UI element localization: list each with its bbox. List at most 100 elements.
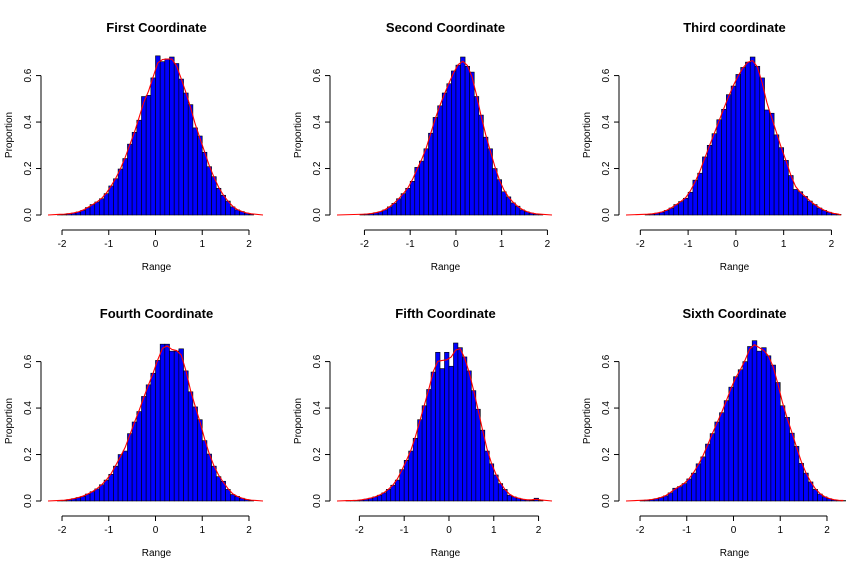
histogram-bar xyxy=(150,77,156,216)
histogram-bar xyxy=(488,463,495,502)
x-tick-label: -1 xyxy=(406,239,415,250)
x-tick-label: 1 xyxy=(491,525,497,536)
y-tick-label: 0.0 xyxy=(312,208,323,222)
histogram-bar xyxy=(759,77,765,216)
histogram-bar xyxy=(403,460,409,502)
histogram-bar xyxy=(462,356,468,502)
y-tick-label: 0.0 xyxy=(601,494,612,508)
x-tick-label: 2 xyxy=(246,239,252,250)
histogram-bar xyxy=(145,95,152,216)
histogram-bar xyxy=(471,390,477,502)
histogram-bar xyxy=(122,158,128,216)
x-tick-label: -1 xyxy=(684,239,693,250)
histogram-bar xyxy=(441,92,448,216)
histogram-bar xyxy=(770,364,776,502)
histogram-bar xyxy=(399,469,405,502)
y-tick-label: 0.0 xyxy=(23,208,34,222)
histogram-bar xyxy=(773,134,780,216)
x-tick-label: -1 xyxy=(400,525,409,536)
x-tick-label: 0 xyxy=(153,239,159,250)
x-tick-label: 0 xyxy=(453,239,459,250)
histogram-panel: Sixth Coordinate -2 -1 0 1 2 Range 0.0 0.2 0.4 0.6… xyxy=(582,306,846,559)
histogram-bar xyxy=(229,494,236,502)
x-axis-title: Range xyxy=(142,548,172,559)
y-tick-label: 0.2 xyxy=(312,161,323,175)
histogram-bar xyxy=(765,355,772,502)
histogram-bar xyxy=(164,58,170,216)
histogram-bar xyxy=(711,133,718,216)
histogram-bar xyxy=(206,166,212,216)
histogram-bar xyxy=(706,144,713,216)
histogram-bar xyxy=(778,147,784,216)
x-axis-title: Range xyxy=(431,548,461,559)
y-tick-label: 0.6 xyxy=(23,354,34,368)
histogram-bar xyxy=(749,56,756,216)
histogram-bar xyxy=(159,61,166,216)
x-tick-label: -2 xyxy=(636,239,645,250)
histogram-bar xyxy=(506,494,512,502)
y-tick-label: 0.4 xyxy=(601,115,612,129)
histogram-bar xyxy=(733,376,739,502)
y-tick-label: 0.2 xyxy=(601,161,612,175)
x-tick-label: 0 xyxy=(446,525,452,536)
histogram-bar xyxy=(695,463,702,502)
histogram-bar xyxy=(745,61,751,216)
histogram-bar xyxy=(419,160,425,216)
histogram-bar xyxy=(409,181,416,216)
y-tick-label: 0.4 xyxy=(23,115,34,129)
histogram-panel: Fifth Coordinate -2 -1 0 1 2 Range 0.0 0.2 0.4 0.6… xyxy=(293,306,553,559)
y-axis-title: Proportion xyxy=(293,398,304,444)
x-tick-label: 2 xyxy=(536,525,542,536)
histogram-bar xyxy=(173,350,180,502)
histogram-bar xyxy=(396,198,402,216)
histogram-bar xyxy=(417,419,423,502)
histogram-bar xyxy=(94,201,100,216)
y-tick-label: 0.2 xyxy=(23,161,34,175)
histogram-bar xyxy=(178,78,184,216)
histogram-bar xyxy=(155,360,161,502)
histogram-bar xyxy=(775,382,781,502)
histogram-bar xyxy=(686,478,692,502)
histogram-panel: Third coordinate -2 -1 0 1 2 Range 0.0 0.2 0.4 0.6… xyxy=(582,20,842,273)
histogram-bar xyxy=(756,350,762,502)
histogram-bar xyxy=(381,492,387,502)
histogram-bar xyxy=(687,191,694,216)
x-tick-label: 2 xyxy=(246,525,252,536)
density-curve xyxy=(47,345,264,502)
x-axis-title: Range xyxy=(720,262,750,273)
histogram-bar xyxy=(475,408,481,502)
x-tick-label: 1 xyxy=(199,239,205,250)
y-tick-label: 0.4 xyxy=(312,115,323,129)
histogram-bar xyxy=(681,483,688,502)
histogram-bar xyxy=(501,191,507,216)
histogram-bar xyxy=(435,351,441,502)
histogram-bar xyxy=(478,114,484,216)
histogram-bar xyxy=(155,55,161,216)
histogram-bar xyxy=(716,119,722,216)
histogram-bar xyxy=(709,433,716,502)
histogram-bar xyxy=(460,56,466,216)
histogram-bar xyxy=(428,132,434,216)
x-axis-title: Range xyxy=(720,548,750,559)
histogram-bar xyxy=(444,351,450,502)
histogram-bar xyxy=(94,488,100,502)
panel-title: Third coordinate xyxy=(683,20,786,35)
histogram-bar xyxy=(229,206,236,216)
histogram-bar xyxy=(206,453,212,502)
histogram-bar xyxy=(723,400,730,502)
histogram-bar xyxy=(131,131,138,216)
histogram-bar xyxy=(127,143,133,216)
histogram-bar xyxy=(385,489,392,502)
x-tick-label: -2 xyxy=(636,525,645,536)
density-curve xyxy=(625,59,842,216)
histogram-bar xyxy=(183,370,189,502)
histogram-bar xyxy=(211,176,217,216)
y-tick-label: 0.2 xyxy=(601,447,612,461)
histogram-bar xyxy=(793,446,800,502)
histogram-bar xyxy=(173,63,180,216)
histogram-bar xyxy=(164,343,170,502)
x-tick-label: -2 xyxy=(355,525,364,536)
histogram-bar xyxy=(145,384,152,502)
y-axis-title: Proportion xyxy=(4,398,15,444)
